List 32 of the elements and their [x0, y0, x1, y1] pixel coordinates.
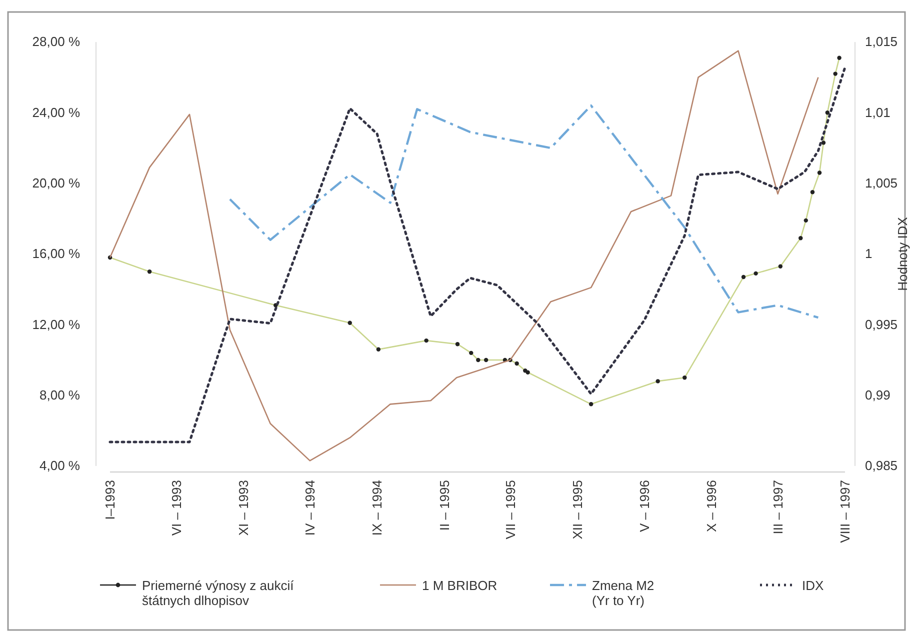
- y-tick-label: 16,00 %: [32, 246, 80, 262]
- y2-tick-label: 1,005: [865, 175, 898, 190]
- y2-axis-title: Hodnoty IDX: [895, 216, 910, 291]
- y2-tick-label: 1,01: [865, 104, 890, 120]
- x-tick-label: V – 1996: [636, 480, 652, 532]
- y-tick-label: 20,00 %: [32, 175, 80, 190]
- x-tick-label: II – 1995: [436, 480, 452, 531]
- x-tick-label: VI – 1993: [168, 480, 184, 536]
- line-series: [228, 104, 820, 319]
- x-tick-label: VIII – 1997: [838, 480, 853, 543]
- legend-label: Zmena M2 (Yr to Yr): [592, 578, 654, 608]
- x-tick-label: III – 1997: [770, 480, 786, 534]
- x-tick-label: IV – 1994: [302, 480, 318, 536]
- y-tick-label: 24,00 %: [32, 104, 80, 120]
- x-tick-label: XII – 1995: [570, 480, 585, 540]
- x-tick-label: I–1993: [102, 480, 118, 520]
- x-tick-label: X – 1996: [704, 480, 719, 532]
- y-tick-label: 28,00 %: [32, 34, 80, 50]
- x-tick-label: IX – 1994: [370, 480, 385, 536]
- x-tick-label: XI – 1993: [236, 480, 252, 536]
- y2-tick-label: 0,995: [865, 316, 898, 332]
- y2-tick-label: 0,985: [865, 458, 898, 474]
- y2-tick-label: 0,99: [865, 387, 890, 402]
- y-tick-label: 4,00 %: [40, 458, 80, 474]
- y-tick-label: 12,00 %: [32, 316, 80, 332]
- y-tick-label: 8,00 %: [40, 387, 80, 402]
- legend-label: 1 M BRIBOR: [422, 578, 498, 593]
- y2-tick-label: 1,015: [865, 34, 898, 50]
- legend-label: IDX: [802, 578, 824, 593]
- legend-label: Priemerné výnosy z aukcií štátnych dlhopisov: [142, 578, 294, 608]
- y2-tick-label: 1: [865, 246, 872, 262]
- x-tick-label: VII – 1995: [502, 480, 518, 540]
